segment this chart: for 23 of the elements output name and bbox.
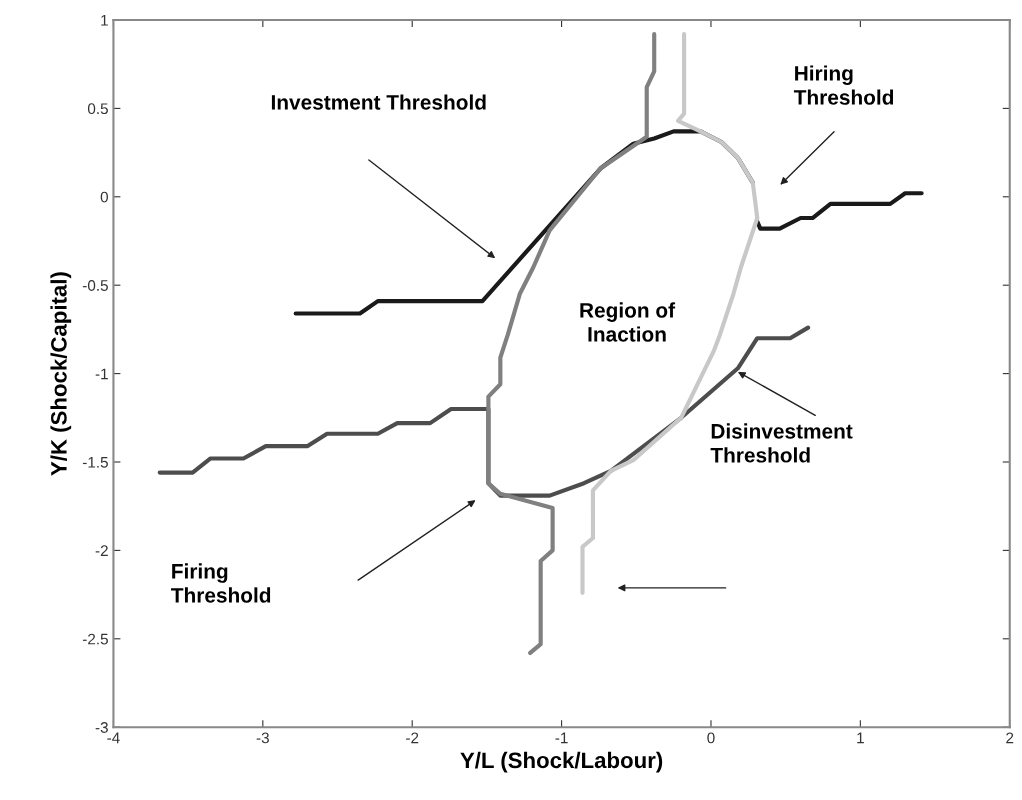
x-axis-title: Y/L (Shock/Labour) [460, 751, 663, 773]
y-tick-label: -2.5 [82, 633, 108, 645]
y-tick-label: 0 [100, 191, 108, 203]
x-tick-label: 0 [707, 732, 715, 744]
annotation: Hiring Threshold [793, 65, 894, 105]
y-tick-label: -1 [95, 368, 108, 380]
x-tick-label: -1 [555, 732, 568, 744]
y-tick-label: -0.5 [82, 280, 108, 291]
y-tick-label: 0.5 [87, 103, 108, 115]
x-tick-label: -3 [256, 732, 269, 744]
x-tick-label: 1 [857, 732, 864, 744]
annotation: Region of Inaction [580, 302, 676, 342]
x-tick-label: -2 [406, 732, 419, 744]
y-tick-label: -1.5 [82, 457, 108, 468]
y-tick-label: 1 [101, 15, 108, 26]
annotation: Disinvestment Threshold [710, 423, 853, 463]
y-tick-label: -2 [95, 545, 108, 556]
y-axis-title: Y/K (Shock/Capital) [50, 272, 72, 476]
x-tick-label: -4 [107, 732, 120, 744]
annotation: Firing Threshold [171, 563, 271, 603]
y-tick-label: -3 [95, 722, 108, 733]
x-tick-label: 2 [1006, 732, 1014, 744]
annotation: Investment Threshold [271, 94, 486, 110]
